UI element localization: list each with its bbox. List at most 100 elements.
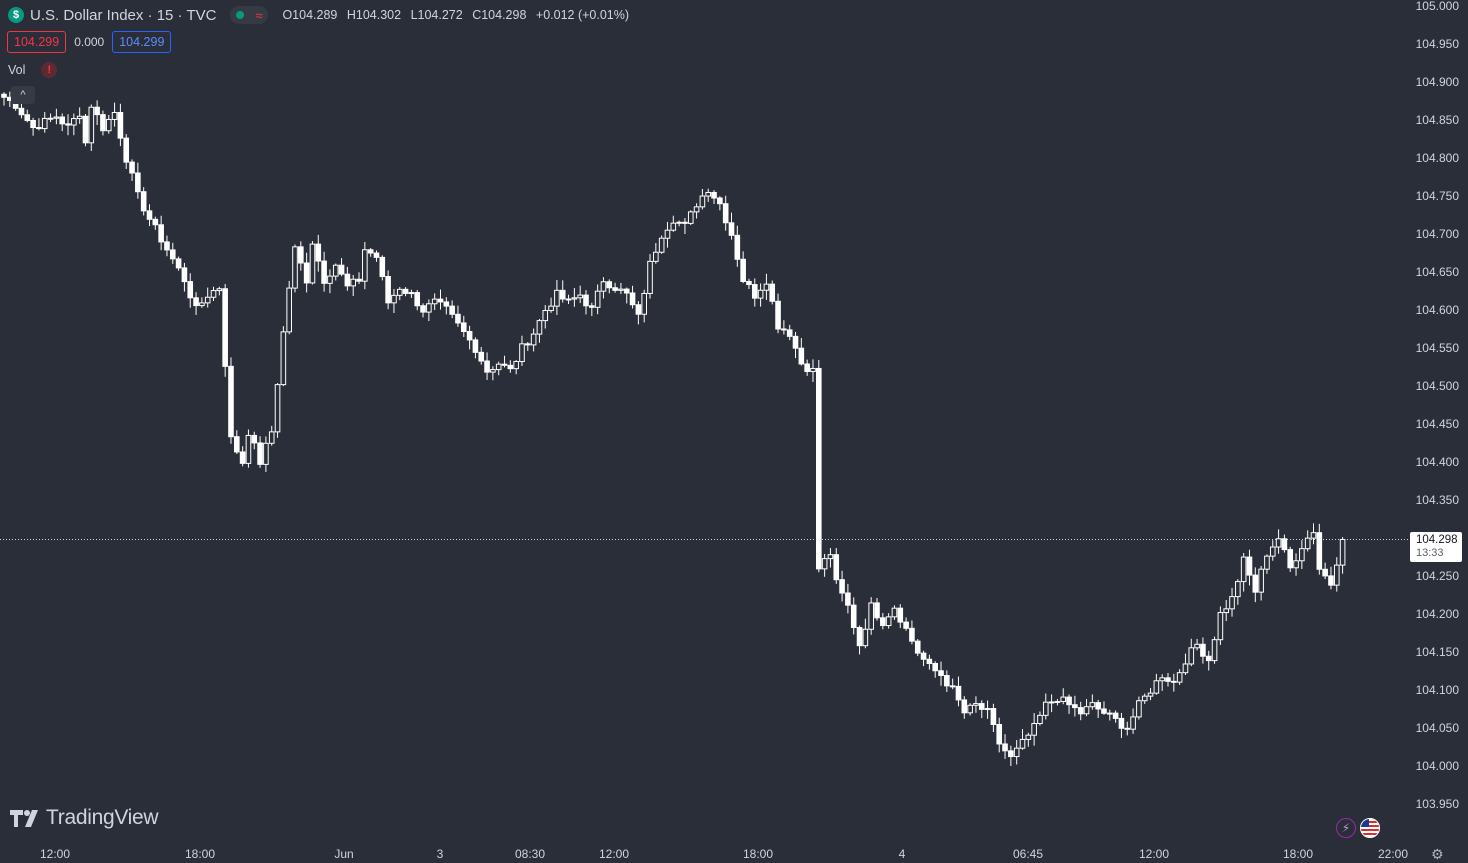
- y-tick-label: 104.200: [1416, 607, 1460, 621]
- candle-body: [967, 704, 973, 714]
- us-flag-icon[interactable]: [1360, 818, 1380, 838]
- candle-body: [606, 281, 613, 289]
- candle-body: [1217, 612, 1224, 641]
- candle-body: [693, 206, 700, 213]
- candle-body: [973, 703, 979, 706]
- warning-icon[interactable]: !: [41, 62, 58, 78]
- candle-body: [705, 191, 712, 197]
- candle-body: [903, 621, 909, 629]
- candle-body: [554, 289, 560, 307]
- candle-body: [548, 305, 554, 312]
- y-tick-label: 104.750: [1416, 189, 1460, 203]
- ohlc-values: O104.289 H104.302 L104.272 C104.298 +0.0…: [282, 8, 635, 22]
- candle-body: [978, 703, 985, 710]
- candle-body: [222, 288, 228, 367]
- candle-body: [484, 360, 490, 373]
- candle-body: [658, 237, 665, 253]
- candle-body: [1101, 708, 1107, 714]
- candle-body: [1281, 538, 1288, 551]
- candle-body: [1141, 695, 1148, 702]
- candle-body: [763, 283, 770, 291]
- candle-body: [362, 249, 368, 282]
- candle-body: [402, 288, 409, 294]
- candle-body: [1200, 643, 1206, 657]
- candle-body: [257, 442, 263, 465]
- candle-body: [396, 288, 403, 296]
- ohlc-change: +0.012 (+0.01%): [535, 8, 630, 22]
- y-tick-label: 104.700: [1416, 227, 1460, 241]
- candle-body: [36, 127, 42, 130]
- candle-body: [146, 210, 153, 220]
- candle-body: [210, 290, 217, 298]
- candle-body: [234, 436, 240, 453]
- symbol-legend[interactable]: $ U.S. Dollar Index · 15 · TVC ≈ O104.28…: [8, 4, 635, 26]
- candle-body: [559, 289, 566, 300]
- y-tick-label: 104.050: [1416, 721, 1460, 735]
- ask-price-button[interactable]: 104.299: [112, 31, 172, 53]
- candle-body: [327, 275, 333, 284]
- candle-body: [519, 343, 525, 363]
- candle-body: [367, 249, 374, 254]
- candle-body: [391, 294, 397, 304]
- candle-body: [385, 276, 391, 304]
- x-tick-label: 12:00: [599, 847, 629, 861]
- candle-body: [909, 627, 915, 642]
- candle-body: [769, 283, 776, 302]
- candle-body: [612, 287, 618, 291]
- candle-body: [1019, 738, 1026, 749]
- candle-body: [286, 287, 292, 333]
- y-tick-label: 104.450: [1416, 417, 1460, 431]
- y-tick-label: 104.250: [1416, 569, 1460, 583]
- candle-body: [623, 288, 630, 294]
- candle-body: [722, 203, 729, 224]
- settings-gear-icon[interactable]: ⚙: [1431, 846, 1444, 862]
- candle-body: [1037, 714, 1043, 725]
- tradingview-logo[interactable]: TradingView: [10, 806, 159, 830]
- candle-body: [268, 431, 275, 444]
- candle-body: [1077, 707, 1084, 715]
- bid-price-button[interactable]: 104.299: [7, 31, 67, 53]
- symbol-title[interactable]: U.S. Dollar Index · 15 · TVC: [30, 6, 217, 24]
- candle-body: [321, 260, 327, 284]
- candle-body: [1194, 643, 1200, 649]
- candle-body: [734, 234, 741, 260]
- candle-body: [530, 333, 537, 346]
- candle-body: [513, 361, 519, 370]
- candle-body: [600, 281, 607, 292]
- candle-body: [303, 262, 310, 284]
- candle-body: [850, 604, 857, 629]
- candle-body: [449, 305, 455, 315]
- candle-body: [1188, 647, 1195, 665]
- market-status-pill[interactable]: ≈: [230, 6, 269, 24]
- candle-body: [76, 115, 83, 120]
- candle-body: [507, 364, 514, 370]
- candle-body: [583, 294, 589, 307]
- collapse-legend-button[interactable]: ^: [11, 86, 35, 104]
- candle-body: [827, 554, 834, 560]
- candle-body: [187, 281, 194, 299]
- candle-body: [664, 229, 671, 239]
- candle-body: [594, 290, 601, 308]
- candle-body: [466, 331, 473, 341]
- candle-body: [350, 278, 356, 287]
- candle-body: [65, 123, 71, 126]
- candle-body: [135, 172, 141, 193]
- candle-body: [1107, 712, 1113, 715]
- volume-indicator-legend[interactable]: Vol !: [8, 61, 58, 79]
- candle-body: [1072, 704, 1078, 709]
- candle-body: [635, 304, 642, 315]
- y-tick-label: 105.000: [1416, 0, 1460, 13]
- lightning-icon[interactable]: ⚡: [1336, 818, 1356, 838]
- candle-body: [251, 434, 258, 444]
- candle-body: [1171, 680, 1177, 683]
- tradingview-logo-icon: [10, 810, 38, 827]
- candle-body: [1304, 537, 1311, 550]
- candle-body: [687, 211, 694, 224]
- candle-body: [798, 347, 805, 365]
- candle-body: [1136, 700, 1142, 718]
- candle-body: [1182, 663, 1189, 674]
- candle-body: [949, 685, 956, 688]
- candle-body: [59, 116, 66, 125]
